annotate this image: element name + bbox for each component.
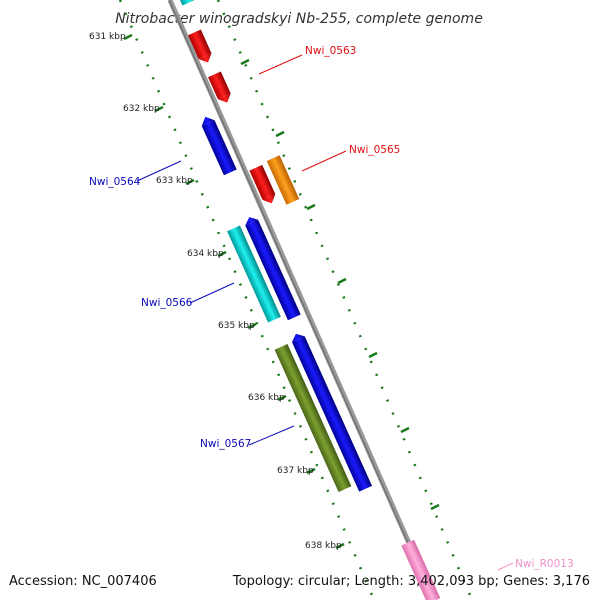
gene-nwi-0565-orange[interactable] — [266, 155, 300, 205]
leader-nwi-0564 — [136, 160, 182, 182]
tick-label: 637 kbp — [277, 466, 314, 476]
leader-nwi-0565 — [301, 150, 347, 172]
accession-text: Accession: NC_007406 — [9, 574, 157, 589]
genome-summary-text: Topology: circular; Length: 3,402,093 bp… — [232, 574, 590, 589]
tick-label: 633 kbp — [156, 176, 193, 186]
gene-label-nwi-0563[interactable]: Nwi_0563 — [305, 45, 356, 57]
gene-nwi-0566[interactable] — [227, 225, 281, 323]
gene-nwi-r0013[interactable] — [401, 539, 441, 600]
scale-major-tick — [185, 178, 195, 186]
tick-label: 638 kbp — [305, 541, 342, 551]
gene-label-nwi-0565[interactable]: Nwi_0565 — [349, 144, 400, 156]
gene-nwi-0565-red[interactable] — [249, 164, 278, 206]
tick-track — [118, 0, 474, 600]
leader-nwi-0567 — [248, 425, 295, 446]
tick-label: 631 kbp — [89, 32, 126, 42]
scale-major-tick — [335, 542, 345, 550]
gene-nwi-0567[interactable] — [274, 343, 352, 493]
genome-backbone — [167, 0, 437, 600]
scale-major-tick — [247, 322, 257, 330]
gene-label-nwi-r0013[interactable]: Nwi_R0013 — [515, 558, 574, 570]
gene-cyan-top[interactable] — [177, 0, 198, 6]
leader-nwi-r0013 — [497, 562, 514, 571]
tick-label: 635 kbp — [218, 321, 255, 331]
gene-nwi-0564[interactable] — [199, 114, 237, 176]
gene-label-nwi-0566[interactable]: Nwi_0566 — [141, 297, 193, 309]
scale-dotted-line — [216, 0, 474, 600]
genome-backbone-highlight — [168, 0, 434, 600]
scale-major-tick — [400, 426, 410, 434]
gene-label-nwi-0567[interactable]: Nwi_0567 — [200, 438, 251, 450]
scale-major-tick — [430, 503, 440, 511]
scale-major-tick — [368, 351, 378, 359]
tick-label: 634 kbp — [187, 249, 224, 259]
gene-labels: Nwi_0563 Nwi_0565 Nwi_0564 Nwi_0566 Nwi_… — [89, 45, 574, 571]
gene-nwi-0563b[interactable] — [208, 71, 233, 106]
scale-major-tick — [217, 250, 227, 258]
map-title: Nitrobacter winogradskyi Nb-255, complet… — [115, 11, 483, 27]
scale-major-tick — [123, 33, 133, 41]
gene-blue-long-1[interactable] — [243, 214, 301, 321]
gene-label-nwi-0564[interactable]: Nwi_0564 — [89, 176, 141, 188]
tick-label: 632 kbp — [123, 104, 160, 114]
tick-labels: 631 kbp 632 kbp 633 kbp 634 kbp 635 kbp … — [89, 32, 342, 551]
gene-features[interactable] — [177, 0, 441, 600]
leader-nwi-0566 — [189, 282, 235, 304]
leader-nwi-0563 — [258, 54, 303, 75]
scale-major-tick — [306, 203, 316, 211]
gene-blue-long-2[interactable] — [290, 331, 372, 492]
scale-major-tick — [275, 130, 285, 138]
scale-major-tick — [154, 105, 164, 113]
tick-label: 636 kbp — [248, 393, 285, 403]
scale-major-tick — [240, 58, 250, 66]
scale-major-tick — [306, 467, 316, 475]
scale-major-tick — [277, 394, 287, 402]
gene-nwi-0563a[interactable] — [188, 29, 214, 66]
scale-major-tick — [337, 277, 347, 285]
